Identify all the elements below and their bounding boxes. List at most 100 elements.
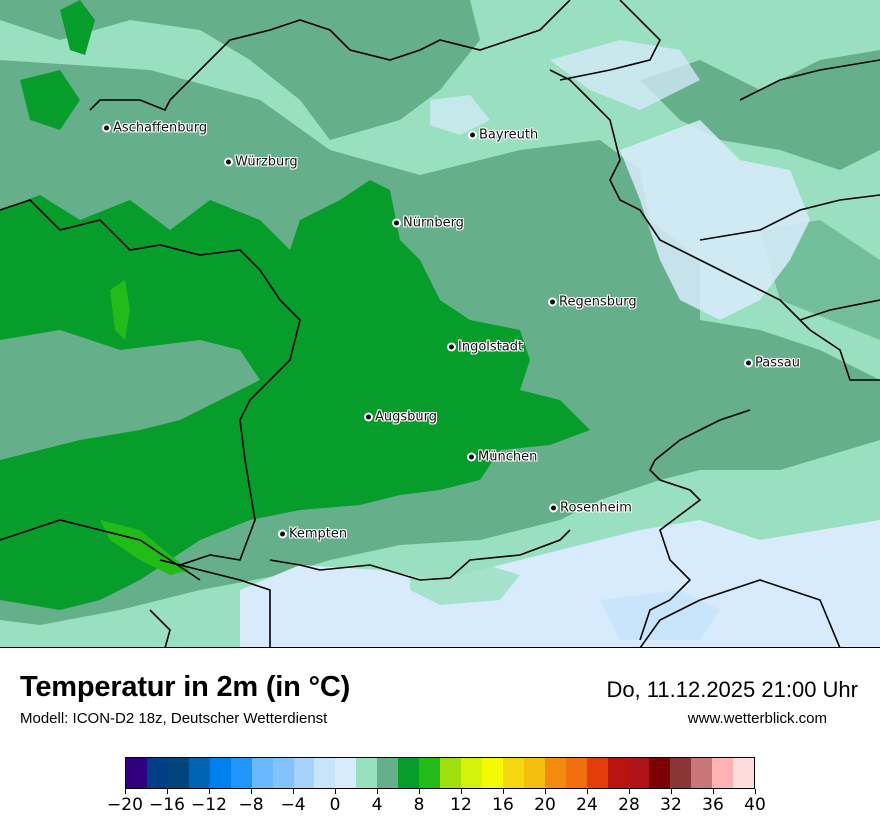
city-dot-icon xyxy=(449,344,454,350)
city-label: Aschaffenburg xyxy=(113,120,208,136)
colorbar-segment xyxy=(188,758,210,788)
colorbar-segment xyxy=(628,758,650,788)
city-dot-icon xyxy=(746,360,751,366)
region-4-6 xyxy=(0,0,480,140)
colorbar-tick-label: −12 xyxy=(191,795,227,815)
colorbar-tick xyxy=(292,789,294,794)
colorbar-tick-label: 36 xyxy=(702,795,724,815)
city-dot-icon xyxy=(394,220,399,226)
colorbar-tick-label: −16 xyxy=(149,795,185,815)
colorbar-tick-label: 32 xyxy=(660,795,682,815)
colorbar-segment xyxy=(167,758,189,788)
city-dot-icon xyxy=(280,531,285,537)
colorbar-segment xyxy=(209,758,231,788)
colorbar-tick xyxy=(166,789,168,794)
colorbar-tick xyxy=(502,789,504,794)
colorbar-tick xyxy=(754,789,756,794)
city-marker-wuerzburg: Würzburg xyxy=(226,155,298,170)
city-marker-passau: Passau xyxy=(746,356,800,371)
city-label: Bayreuth xyxy=(479,127,539,143)
region-0-2 xyxy=(240,520,880,647)
city-marker-muenchen: München xyxy=(469,450,537,465)
colorbar-segment xyxy=(146,758,168,788)
city-dot-icon xyxy=(104,125,109,131)
colorbar-tick xyxy=(670,789,672,794)
city-marker-kempten: Kempten xyxy=(280,527,347,542)
city-dot-icon xyxy=(366,414,371,420)
colorbar-segment xyxy=(356,758,378,788)
colorbar-segment xyxy=(544,758,566,788)
colorbar-segment xyxy=(712,758,734,788)
city-dot-icon xyxy=(470,132,475,138)
colorbar-tick xyxy=(544,789,546,794)
region-6-8 xyxy=(0,180,590,610)
colorbar-segment xyxy=(733,758,755,788)
colorbar-tick xyxy=(124,789,126,794)
city-marker-regensburg: Regensburg xyxy=(550,295,637,310)
city-dot-icon xyxy=(469,454,474,460)
colorbar-segment xyxy=(419,758,441,788)
model-info: Modell: ICON-D2 18z, Deutscher Wetterdie… xyxy=(20,710,328,727)
map-layer xyxy=(0,0,880,647)
colorbar-segment xyxy=(314,758,336,788)
colorbar-segment xyxy=(586,758,608,788)
colorbar-segment xyxy=(691,758,713,788)
colorbar-segment xyxy=(607,758,629,788)
temperature-map: Aschaffenburg Würzburg Bayreuth Nürnberg… xyxy=(0,0,880,648)
city-marker-bayreuth: Bayreuth xyxy=(470,128,538,143)
colorbar-tick xyxy=(712,789,714,794)
city-label: München xyxy=(478,449,538,465)
colorbar-tick-label: 28 xyxy=(618,795,640,815)
city-dot-icon xyxy=(226,159,231,165)
colorbar-tick-label: −8 xyxy=(238,795,264,815)
colorbar-segment xyxy=(293,758,315,788)
colorbar-segment xyxy=(649,758,671,788)
borders xyxy=(0,0,880,647)
colorbar-tick-label: −20 xyxy=(107,795,143,815)
city-label: Regensburg xyxy=(559,294,637,310)
map-title: Temperatur in 2m (in °C) xyxy=(20,671,351,703)
colorbar-tick xyxy=(334,789,336,794)
colorbar-tick-label: 40 xyxy=(744,795,766,815)
colorbar-segment xyxy=(481,758,503,788)
colorbar-segment xyxy=(272,758,294,788)
colorbar-tick-label: 20 xyxy=(534,795,556,815)
colorbar-tick xyxy=(208,789,210,794)
colorbar-segment xyxy=(440,758,461,788)
colorbar-segment xyxy=(126,758,147,788)
colorbar-tick xyxy=(418,789,420,794)
colorbar-tick xyxy=(376,789,378,794)
temperature-colorbar xyxy=(125,757,755,789)
colorbar-segment xyxy=(377,758,399,788)
colorbar-segment xyxy=(523,758,545,788)
colorbar-tick-label: 12 xyxy=(450,795,472,815)
colorbar-tick-label: 8 xyxy=(413,795,425,815)
colorbar-ticks: −20 −16 −12 −8 −4 0 4 8 12 16 20 24 28 32 36 40 xyxy=(107,789,766,829)
colorbar-tick-label: 16 xyxy=(492,795,514,815)
city-label: Rosenheim xyxy=(560,500,632,516)
city-marker-augsburg: Augsburg xyxy=(366,410,437,425)
colorbar-segment xyxy=(398,758,420,788)
city-label: Ingolstadt xyxy=(458,339,524,355)
city-marker-aschaffenburg: Aschaffenburg xyxy=(104,121,207,136)
city-label: Kempten xyxy=(289,526,348,542)
colorbar-tick-label: 0 xyxy=(329,795,341,815)
city-label: Passau xyxy=(755,355,800,371)
city-marker-rosenheim: Rosenheim xyxy=(551,501,632,516)
colorbar-segment xyxy=(670,758,692,788)
city-label: Würzburg xyxy=(235,154,298,170)
city-marker-nuernberg: Nürnberg xyxy=(394,216,464,231)
website-link[interactable]: www.wetterblick.com xyxy=(687,710,827,727)
colorbar-tick xyxy=(460,789,462,794)
city-dot-icon xyxy=(551,505,556,511)
colorbar-tick-label: 4 xyxy=(371,795,383,815)
region-8-10 xyxy=(110,280,130,340)
colorbar-segment xyxy=(502,758,524,788)
valid-datetime: Do, 11.12.2025 21:00 Uhr xyxy=(606,677,858,702)
colorbar-segment xyxy=(335,758,357,788)
colorbar-tick-label: −4 xyxy=(280,795,306,815)
colorbar-segment xyxy=(565,758,587,788)
city-label: Augsburg xyxy=(375,409,438,425)
colorbar-segment xyxy=(461,758,482,788)
colorbar-tick-label: 24 xyxy=(576,795,598,815)
